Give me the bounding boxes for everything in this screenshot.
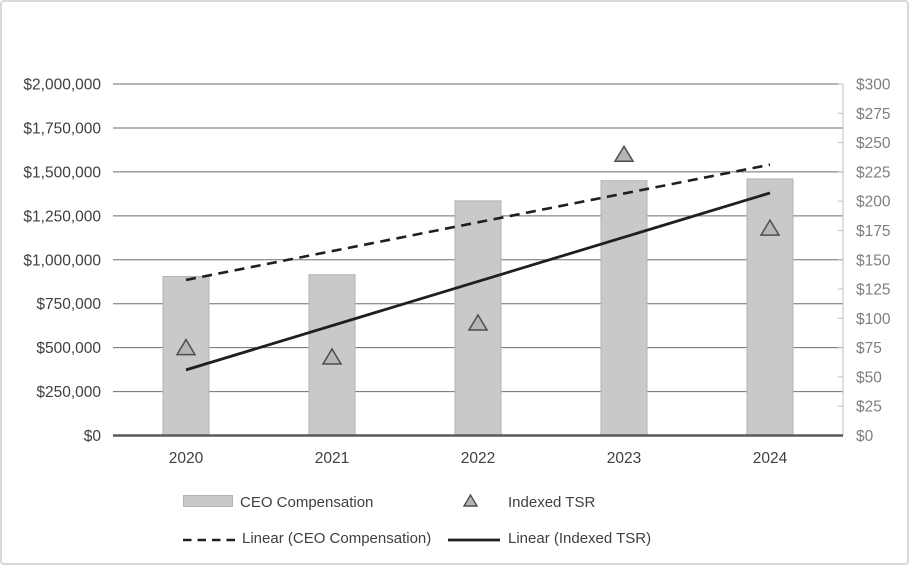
right-axis-tick-label: $75 <box>856 340 882 357</box>
left-axis-tick-label: $0 <box>84 428 102 445</box>
legend-label: CEO Compensation <box>240 494 374 511</box>
solid-line-icon <box>448 530 500 548</box>
bar-2024 <box>746 178 794 436</box>
x-axis-label-2022: 2022 <box>461 450 495 467</box>
tsr-marker-2023 <box>613 144 635 163</box>
legend-label: Linear (CEO Compensation) <box>242 530 432 547</box>
x-axis-label-2021: 2021 <box>315 450 349 467</box>
left-axis-tick-label: $1,250,000 <box>23 208 101 225</box>
legend-item-linear-indexed-tsr[interactable]: Linear (Indexed TSR) <box>448 530 651 548</box>
right-axis-tick-label: $25 <box>856 399 882 416</box>
tsr-marker-2020 <box>175 338 197 356</box>
tsr-marker-2024 <box>759 218 781 236</box>
left-axis-tick-label: $1,750,000 <box>23 120 101 137</box>
bar-2023 <box>600 180 648 436</box>
legend-label: Indexed TSR <box>508 494 596 511</box>
bar-2020 <box>162 275 210 437</box>
dashed-line-icon <box>183 530 235 548</box>
bar-swatch-icon <box>183 494 233 512</box>
legend-item-linear-ceo-compensation[interactable]: Linear (CEO Compensation) <box>183 530 431 548</box>
left-axis-tick-label: $250,000 <box>36 384 101 401</box>
right-axis-tick-label: $150 <box>856 252 891 269</box>
tsr-marker-2021 <box>321 347 343 365</box>
left-axis-tick-label: $2,000,000 <box>23 77 101 94</box>
left-axis-tick-label: $500,000 <box>36 340 101 357</box>
right-axis-tick-label: $125 <box>856 282 890 299</box>
left-axis-tick-label: $1,500,000 <box>23 164 101 181</box>
right-axis-tick-label: $175 <box>856 223 890 240</box>
x-axis-label-2020: 2020 <box>169 450 204 467</box>
right-axis-tick-label: $200 <box>856 194 891 211</box>
tsr-marker-2022 <box>467 313 489 331</box>
legend-item-indexed-tsr[interactable]: Indexed TSR <box>462 493 596 512</box>
left-axis-tick-label: $750,000 <box>36 296 101 313</box>
right-axis-tick-label: $225 <box>856 164 890 181</box>
right-axis-tick-label: $50 <box>856 369 882 386</box>
x-axis-label-2024: 2024 <box>753 450 788 467</box>
triangle-icon <box>462 493 479 512</box>
right-axis-tick-label: $100 <box>856 311 891 328</box>
left-axis-tick-label: $1,000,000 <box>23 252 101 269</box>
right-axis-tick-label: $0 <box>856 428 874 445</box>
legend-label: Linear (Indexed TSR) <box>508 530 652 547</box>
legend-item-ceo-compensation[interactable]: CEO Compensation <box>183 494 373 512</box>
right-axis-tick-label: $300 <box>856 77 891 94</box>
trendline-ceo-compensation <box>185 163 771 282</box>
right-axis-tick-label: $275 <box>856 106 890 123</box>
right-axis-tick-label: $250 <box>856 135 891 152</box>
x-axis-label-2023: 2023 <box>607 450 641 467</box>
trendline-indexed-tsr <box>185 191 771 372</box>
